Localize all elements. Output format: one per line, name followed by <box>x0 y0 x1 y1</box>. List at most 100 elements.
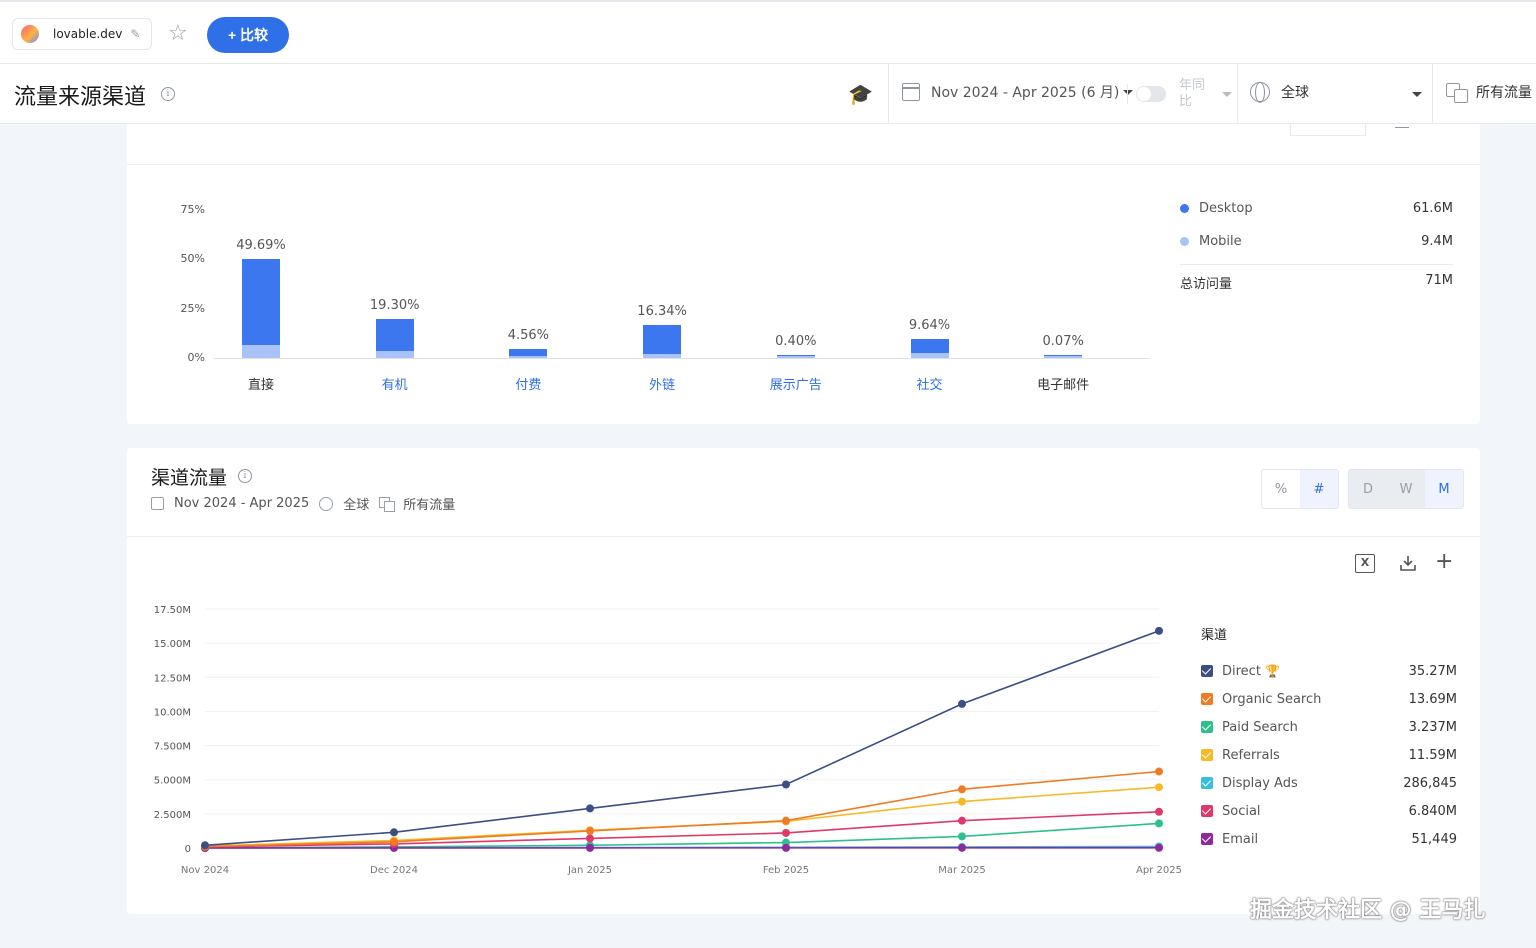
legend-item-social[interactable]: Social 6.840M <box>1201 797 1457 825</box>
divider <box>1432 64 1433 124</box>
legend-item-display-ads[interactable]: Display Ads 286,845 <box>1201 769 1457 797</box>
edit-icon[interactable]: ✎ <box>130 27 141 41</box>
info-icon[interactable]: i <box>161 87 175 101</box>
bar-desktop-segment <box>643 325 682 354</box>
add-icon[interactable]: + <box>1435 549 1454 574</box>
info-icon[interactable]: i <box>238 469 252 483</box>
legend-item-direct[interactable]: Direct 🏆 35.27M <box>1201 657 1457 685</box>
checkbox-icon[interactable] <box>1201 805 1213 817</box>
date-range-label: Nov 2024 - Apr 2025 (6 月) <box>931 85 1120 101</box>
bar-mobile-segment <box>1044 356 1083 358</box>
series-point <box>782 843 790 852</box>
legend-value: 51,449 <box>1411 831 1458 847</box>
monthly-toggle[interactable]: M <box>1425 470 1463 508</box>
bar-category-label: 直接 <box>247 378 274 393</box>
daily-toggle[interactable]: D <box>1349 470 1387 508</box>
yoy-label: 年同比 <box>1179 78 1206 109</box>
traffic-type-selector[interactable]: 所有流量 <box>1446 82 1532 103</box>
academy-icon[interactable]: 🎓 <box>848 82 873 106</box>
bar[interactable] <box>375 319 414 358</box>
bar[interactable] <box>509 348 548 358</box>
legend-item-email[interactable]: Email 51,449 <box>1201 825 1457 853</box>
bar[interactable] <box>242 258 280 358</box>
series-point <box>390 828 398 837</box>
x-axis-line <box>214 358 1150 359</box>
site-chip[interactable]: lovable.dev ✎ <box>12 18 152 50</box>
x-tick-label: Jan 2025 <box>567 865 612 876</box>
chevron-down-icon[interactable] <box>1412 92 1422 97</box>
bar-category-label[interactable]: 有机 <box>381 378 408 393</box>
series-point <box>782 780 790 789</box>
legend-label: Referrals <box>1222 747 1280 763</box>
total-visits-value: 71M <box>1425 273 1453 288</box>
legend-item-paid-search[interactable]: Paid Search 3.237M <box>1201 713 1457 741</box>
checkbox-icon[interactable] <box>1201 693 1213 705</box>
site-name: lovable.dev <box>53 27 123 41</box>
series-point <box>782 828 790 837</box>
legend-label: Social <box>1222 803 1261 819</box>
globe-icon <box>1250 82 1270 103</box>
divider <box>1237 64 1238 124</box>
yoy-toggle[interactable] <box>1136 86 1166 102</box>
checkbox-icon[interactable] <box>1201 833 1213 845</box>
device-legend: Desktop 61.6M Mobile 9.4M 总访问量 71M <box>1180 192 1453 292</box>
bar-value-label: 19.30% <box>369 298 420 314</box>
bar-value-label: 49.69% <box>236 237 286 253</box>
legend-item-organic-search[interactable]: Organic Search 13.69M <box>1201 685 1457 713</box>
toolbar-stub-icon[interactable] <box>1395 120 1409 128</box>
excel-export-icon[interactable]: X <box>1355 554 1375 573</box>
toggle-stub[interactable] <box>1290 124 1366 136</box>
globe-icon <box>319 496 334 511</box>
legend-value: 3.237M <box>1408 719 1457 735</box>
bar-category-label[interactable]: 展示广告 <box>769 378 822 393</box>
traffic-type-icon <box>1446 83 1468 103</box>
series-point <box>958 785 966 794</box>
region-label: 全球 <box>1281 85 1309 101</box>
y-tick-label: 10.00M <box>154 707 191 718</box>
number-toggle[interactable]: # <box>1300 470 1338 508</box>
x-tick-label: Mar 2025 <box>938 865 986 876</box>
bar[interactable] <box>910 338 949 358</box>
weekly-toggle[interactable]: W <box>1387 470 1425 508</box>
date-range-picker[interactable]: Nov 2024 - Apr 2025 (6 月) <box>902 82 1134 102</box>
section-filters: Nov 2024 - Apr 2025 全球 所有流量 <box>151 494 455 513</box>
bar-mobile-segment <box>242 344 280 358</box>
bar-category-label[interactable]: 付费 <box>515 378 542 393</box>
checkbox-icon[interactable] <box>1201 749 1213 761</box>
y-tick: 25% <box>180 302 205 315</box>
bar[interactable] <box>776 355 815 358</box>
chevron-down-icon[interactable] <box>1222 92 1232 97</box>
watermark: 掘金技术社区 @ 王马扎 <box>1250 898 1486 923</box>
legend-item-desktop[interactable]: Desktop 61.6M <box>1180 192 1453 225</box>
bar-desktop-segment <box>1044 355 1083 356</box>
checkbox-icon[interactable] <box>1201 721 1213 733</box>
checkbox-icon[interactable] <box>1201 777 1213 789</box>
favorite-star-icon[interactable]: ☆ <box>168 21 188 46</box>
bar-mobile-segment <box>776 356 815 358</box>
legend-item-mobile[interactable]: Mobile 9.4M <box>1180 225 1453 258</box>
bar-category-label[interactable]: 外链 <box>649 378 676 393</box>
bar-desktop-segment <box>776 355 815 356</box>
legend-value: 286,845 <box>1403 775 1457 791</box>
bar-desktop-segment <box>242 258 280 345</box>
bar[interactable] <box>643 325 682 358</box>
site-favicon-icon <box>21 25 39 43</box>
legend-value: 11.59M <box>1408 747 1457 763</box>
bar-mobile-segment <box>509 355 548 358</box>
region-selector[interactable]: 全球 <box>1250 82 1309 103</box>
bar-category-label[interactable]: 社交 <box>916 378 943 393</box>
legend-item-referrals[interactable]: Referrals 11.59M <box>1201 741 1457 769</box>
total-visits-row: 总访问量 71M <box>1180 273 1453 292</box>
y-tick-label: 12.50M <box>154 673 191 684</box>
top-bar: lovable.dev ✎ ☆ + 比较 <box>0 0 1536 64</box>
y-tick-label: 2.500M <box>154 810 191 821</box>
bar[interactable] <box>1044 355 1083 358</box>
series-point <box>586 843 594 852</box>
download-icon[interactable] <box>1399 554 1417 572</box>
percent-toggle[interactable]: % <box>1274 481 1288 497</box>
checkbox-icon[interactable] <box>1201 665 1213 677</box>
compare-button[interactable]: + 比较 <box>207 17 289 53</box>
series-line-direct <box>204 630 1160 847</box>
series-line-paid-search <box>204 822 1160 849</box>
series-point <box>1155 807 1163 816</box>
